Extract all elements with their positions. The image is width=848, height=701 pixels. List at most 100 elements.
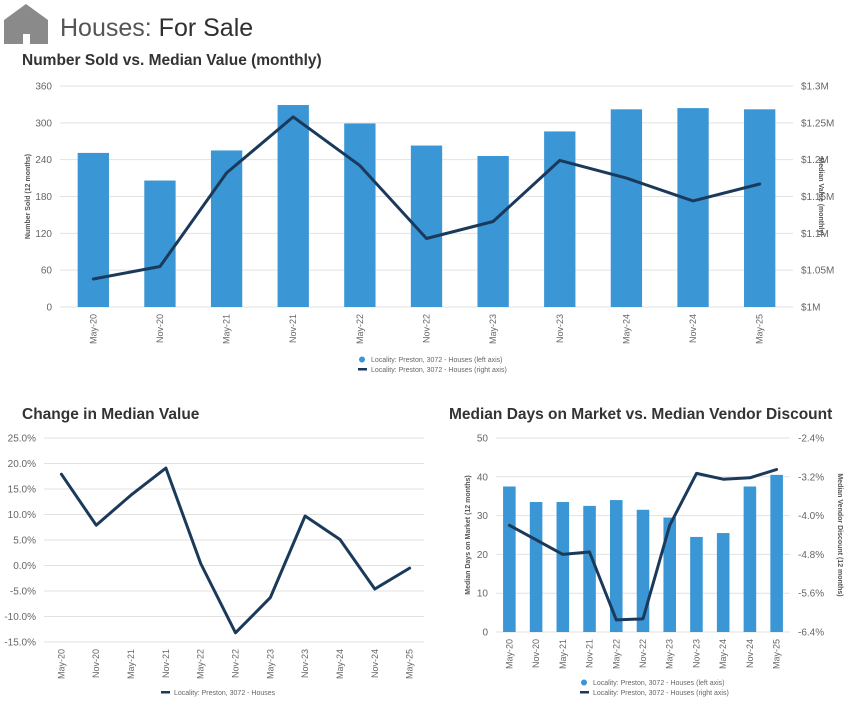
y-tick-label: 240: [35, 155, 52, 166]
x-tick-label: May-24: [335, 649, 345, 679]
x-tick-label: May-22: [196, 649, 206, 679]
x-tick-label: Nov-24: [745, 639, 755, 668]
y2-tick-label: $1M: [801, 303, 820, 314]
y2-axis-label: Median Value (monthly): [817, 157, 824, 235]
y-tick-label: 10: [477, 589, 489, 600]
y2-tick-label: $1.3M: [801, 82, 829, 93]
y2-tick-label: $1.05M: [801, 266, 834, 277]
x-tick-label: Nov-22: [638, 639, 648, 668]
legend-item: Locality: Preston, 3072 - Houses (right …: [593, 690, 729, 697]
series-line: [59, 466, 412, 635]
bar: [690, 536, 703, 632]
x-tick-label: Nov-22: [422, 314, 432, 343]
y2-tick-label: -4.0%: [798, 511, 824, 522]
y2-tick-label: $1.15M: [801, 192, 834, 203]
bar: [716, 533, 730, 632]
page-header: Houses: For Sale: [0, 0, 848, 46]
chart-days-on-market-vs-vendor-discount: 0 10 20 30 40 50 -6.4% -5.6% -4.8% -4.0% -3.2% -2.4…: [465, 434, 843, 698]
x-tick-label: May-20: [504, 639, 514, 669]
x-tick-label: Nov-20: [155, 314, 165, 343]
chart-change-in-median-value: -15.0% -10.0% -5.0% 0.0% 5.0% 10.0% 15.0% 20.0%…: [4, 434, 424, 697]
x-tick-label: Nov-21: [288, 314, 298, 343]
y2-tick-label: $1.1M: [801, 229, 829, 240]
bar: [743, 486, 757, 632]
x-tick-label: Nov-23: [300, 649, 310, 678]
y-tick-label: -5.0%: [10, 587, 36, 598]
y-tick-label: 360: [35, 82, 52, 93]
bar: [556, 502, 570, 632]
chart2-title: Change in Median Value: [22, 406, 200, 423]
y-axis-label: Number Sold (12 months): [25, 154, 32, 239]
y-tick-label: 120: [35, 229, 52, 240]
bar: [529, 502, 543, 632]
y-tick-label: 180: [35, 192, 52, 203]
legend-item: Locality: Preston, 3072 - Houses: [174, 690, 276, 697]
x-tick-label: May-25: [772, 639, 782, 669]
chart-number-sold-vs-median-value: 0 60 120 180 240 300 360 $1M $1.05M $1.1M $1.15M $1…: [25, 82, 834, 375]
y2-tick-label: -4.8%: [798, 550, 824, 561]
y-tick-label: 40: [477, 472, 489, 483]
x-tick-label: Nov-20: [531, 639, 541, 668]
x-tick-label: May-22: [611, 639, 621, 669]
bar: [344, 123, 376, 307]
y-tick-label: -15.0%: [4, 638, 36, 649]
y2-tick-label: -5.6%: [798, 589, 824, 600]
legend-marker-line: [358, 368, 367, 371]
bar: [609, 500, 623, 632]
series-line: [507, 468, 779, 622]
y-tick-label: 50: [477, 434, 489, 445]
bar: [544, 131, 576, 307]
y-tick-label: 0: [482, 628, 488, 639]
y-tick-label: 5.0%: [13, 536, 36, 547]
legend-marker-line: [580, 691, 589, 694]
y-tick-label: -10.0%: [4, 612, 36, 623]
y-tick-label: 60: [41, 266, 53, 277]
legend-item: Locality: Preston, 3072 - Houses (left a…: [371, 357, 503, 364]
y-axis-label: Median Days on Market (12 months): [465, 475, 472, 594]
x-tick-label: May-24: [621, 314, 631, 344]
legend-marker-line: [161, 691, 170, 694]
legend-marker-bar: [581, 679, 587, 686]
x-tick-label: May-23: [665, 639, 675, 669]
x-tick-label: May-23: [265, 649, 275, 679]
bar: [744, 109, 776, 307]
bar: [583, 505, 596, 632]
y-tick-label: 10.0%: [8, 510, 36, 521]
bar: [636, 509, 650, 632]
bar: [277, 105, 309, 308]
bar: [610, 109, 643, 307]
page-title-prefix: Houses:: [60, 14, 152, 42]
bar: [77, 152, 109, 307]
x-tick-label: May-20: [88, 314, 98, 344]
legend-marker-bar: [359, 356, 365, 363]
page-title-main: For Sale: [158, 14, 254, 42]
y2-tick-label: -3.2%: [798, 472, 824, 483]
bar: [770, 474, 783, 632]
page-title: Houses: For Sale: [60, 14, 253, 43]
y-tick-label: 20: [477, 550, 489, 561]
x-tick-label: May-25: [755, 314, 765, 344]
chart3-title: Median Days on Market vs. Median Vendor …: [449, 406, 833, 423]
y2-tick-label: $1.2M: [801, 155, 829, 166]
y2-tick-label: $1.25M: [801, 118, 834, 129]
x-tick-label: Nov-24: [370, 649, 380, 678]
y-tick-label: 0: [46, 303, 52, 314]
bar: [677, 108, 709, 307]
x-tick-label: Nov-23: [691, 639, 701, 668]
legend-item: Locality: Preston, 3072 - Houses (left a…: [593, 680, 725, 687]
legend-item: Locality: Preston, 3072 - Houses (right …: [371, 367, 507, 374]
bar: [477, 155, 509, 307]
bar: [503, 486, 516, 632]
y2-tick-label: -2.4%: [798, 434, 824, 445]
x-tick-label: Nov-21: [585, 639, 595, 668]
x-tick-label: Nov-20: [91, 649, 101, 678]
y-tick-label: 0.0%: [13, 561, 36, 572]
x-tick-label: Nov-21: [161, 649, 171, 678]
house-icon: [4, 4, 48, 44]
x-tick-label: May-21: [126, 649, 136, 679]
y-tick-label: 25.0%: [8, 434, 36, 445]
bar: [144, 180, 176, 307]
y-tick-label: 20.0%: [8, 459, 36, 470]
bar: [663, 517, 677, 632]
y-tick-label: 15.0%: [8, 485, 36, 496]
